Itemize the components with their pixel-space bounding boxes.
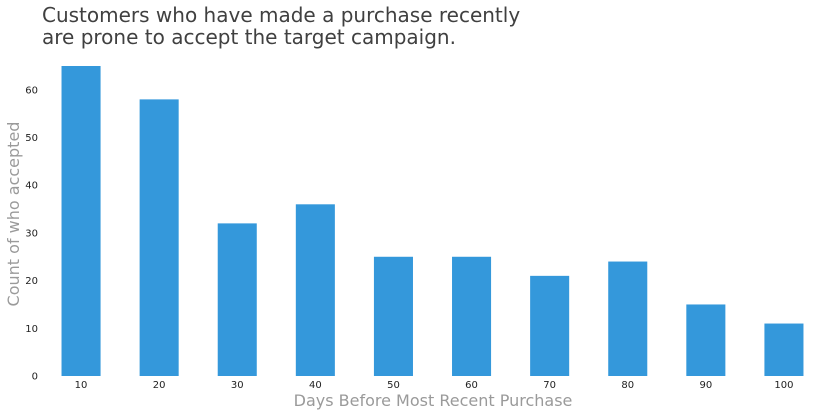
y-tick-label-40: 40	[25, 181, 38, 192]
bar-30	[217, 223, 257, 376]
y-tick-label-20: 20	[25, 276, 38, 287]
bars-group	[61, 66, 804, 376]
x-tick-label-30: 30	[231, 380, 244, 391]
bar-50	[373, 256, 413, 376]
chart-title-line-2: are prone to accept the target campaign.	[42, 25, 456, 49]
x-tick-label-70: 70	[543, 380, 556, 391]
chart-title: Customers who have made a purchase recen…	[42, 4, 602, 48]
y-tick-label-0: 0	[32, 372, 38, 383]
x-tick-label-60: 60	[465, 380, 478, 391]
y-tick-labels: 0 10 20 30 40 50 60	[25, 85, 38, 382]
x-tick-label-100: 100	[774, 380, 793, 391]
y-tick-label-30: 30	[25, 228, 38, 239]
x-tick-label-40: 40	[309, 380, 322, 391]
y-tick-label-10: 10	[25, 324, 38, 335]
bar-60	[452, 256, 492, 376]
bar-80	[608, 261, 648, 376]
chart-title-line-1: Customers who have made a purchase recen…	[42, 3, 521, 27]
y-axis-title: Count of who accepted	[4, 122, 23, 307]
x-tick-label-10: 10	[75, 380, 88, 391]
y-tick-label-60: 60	[25, 85, 38, 96]
x-axis-title: Days Before Most Recent Purchase	[294, 391, 573, 410]
x-tick-label-90: 90	[699, 380, 712, 391]
y-tick-label-50: 50	[25, 133, 38, 144]
bar-70	[530, 275, 570, 376]
bar-10	[61, 66, 101, 376]
x-tick-label-20: 20	[153, 380, 166, 391]
bar-90	[686, 304, 726, 376]
x-tick-label-80: 80	[621, 380, 634, 391]
x-tick-labels: 10 20 30 40 50 60 70 80 90 100	[75, 380, 794, 391]
bar-20	[139, 99, 179, 376]
bar-100	[764, 323, 804, 376]
x-tick-label-50: 50	[387, 380, 400, 391]
bar-40	[295, 204, 335, 376]
